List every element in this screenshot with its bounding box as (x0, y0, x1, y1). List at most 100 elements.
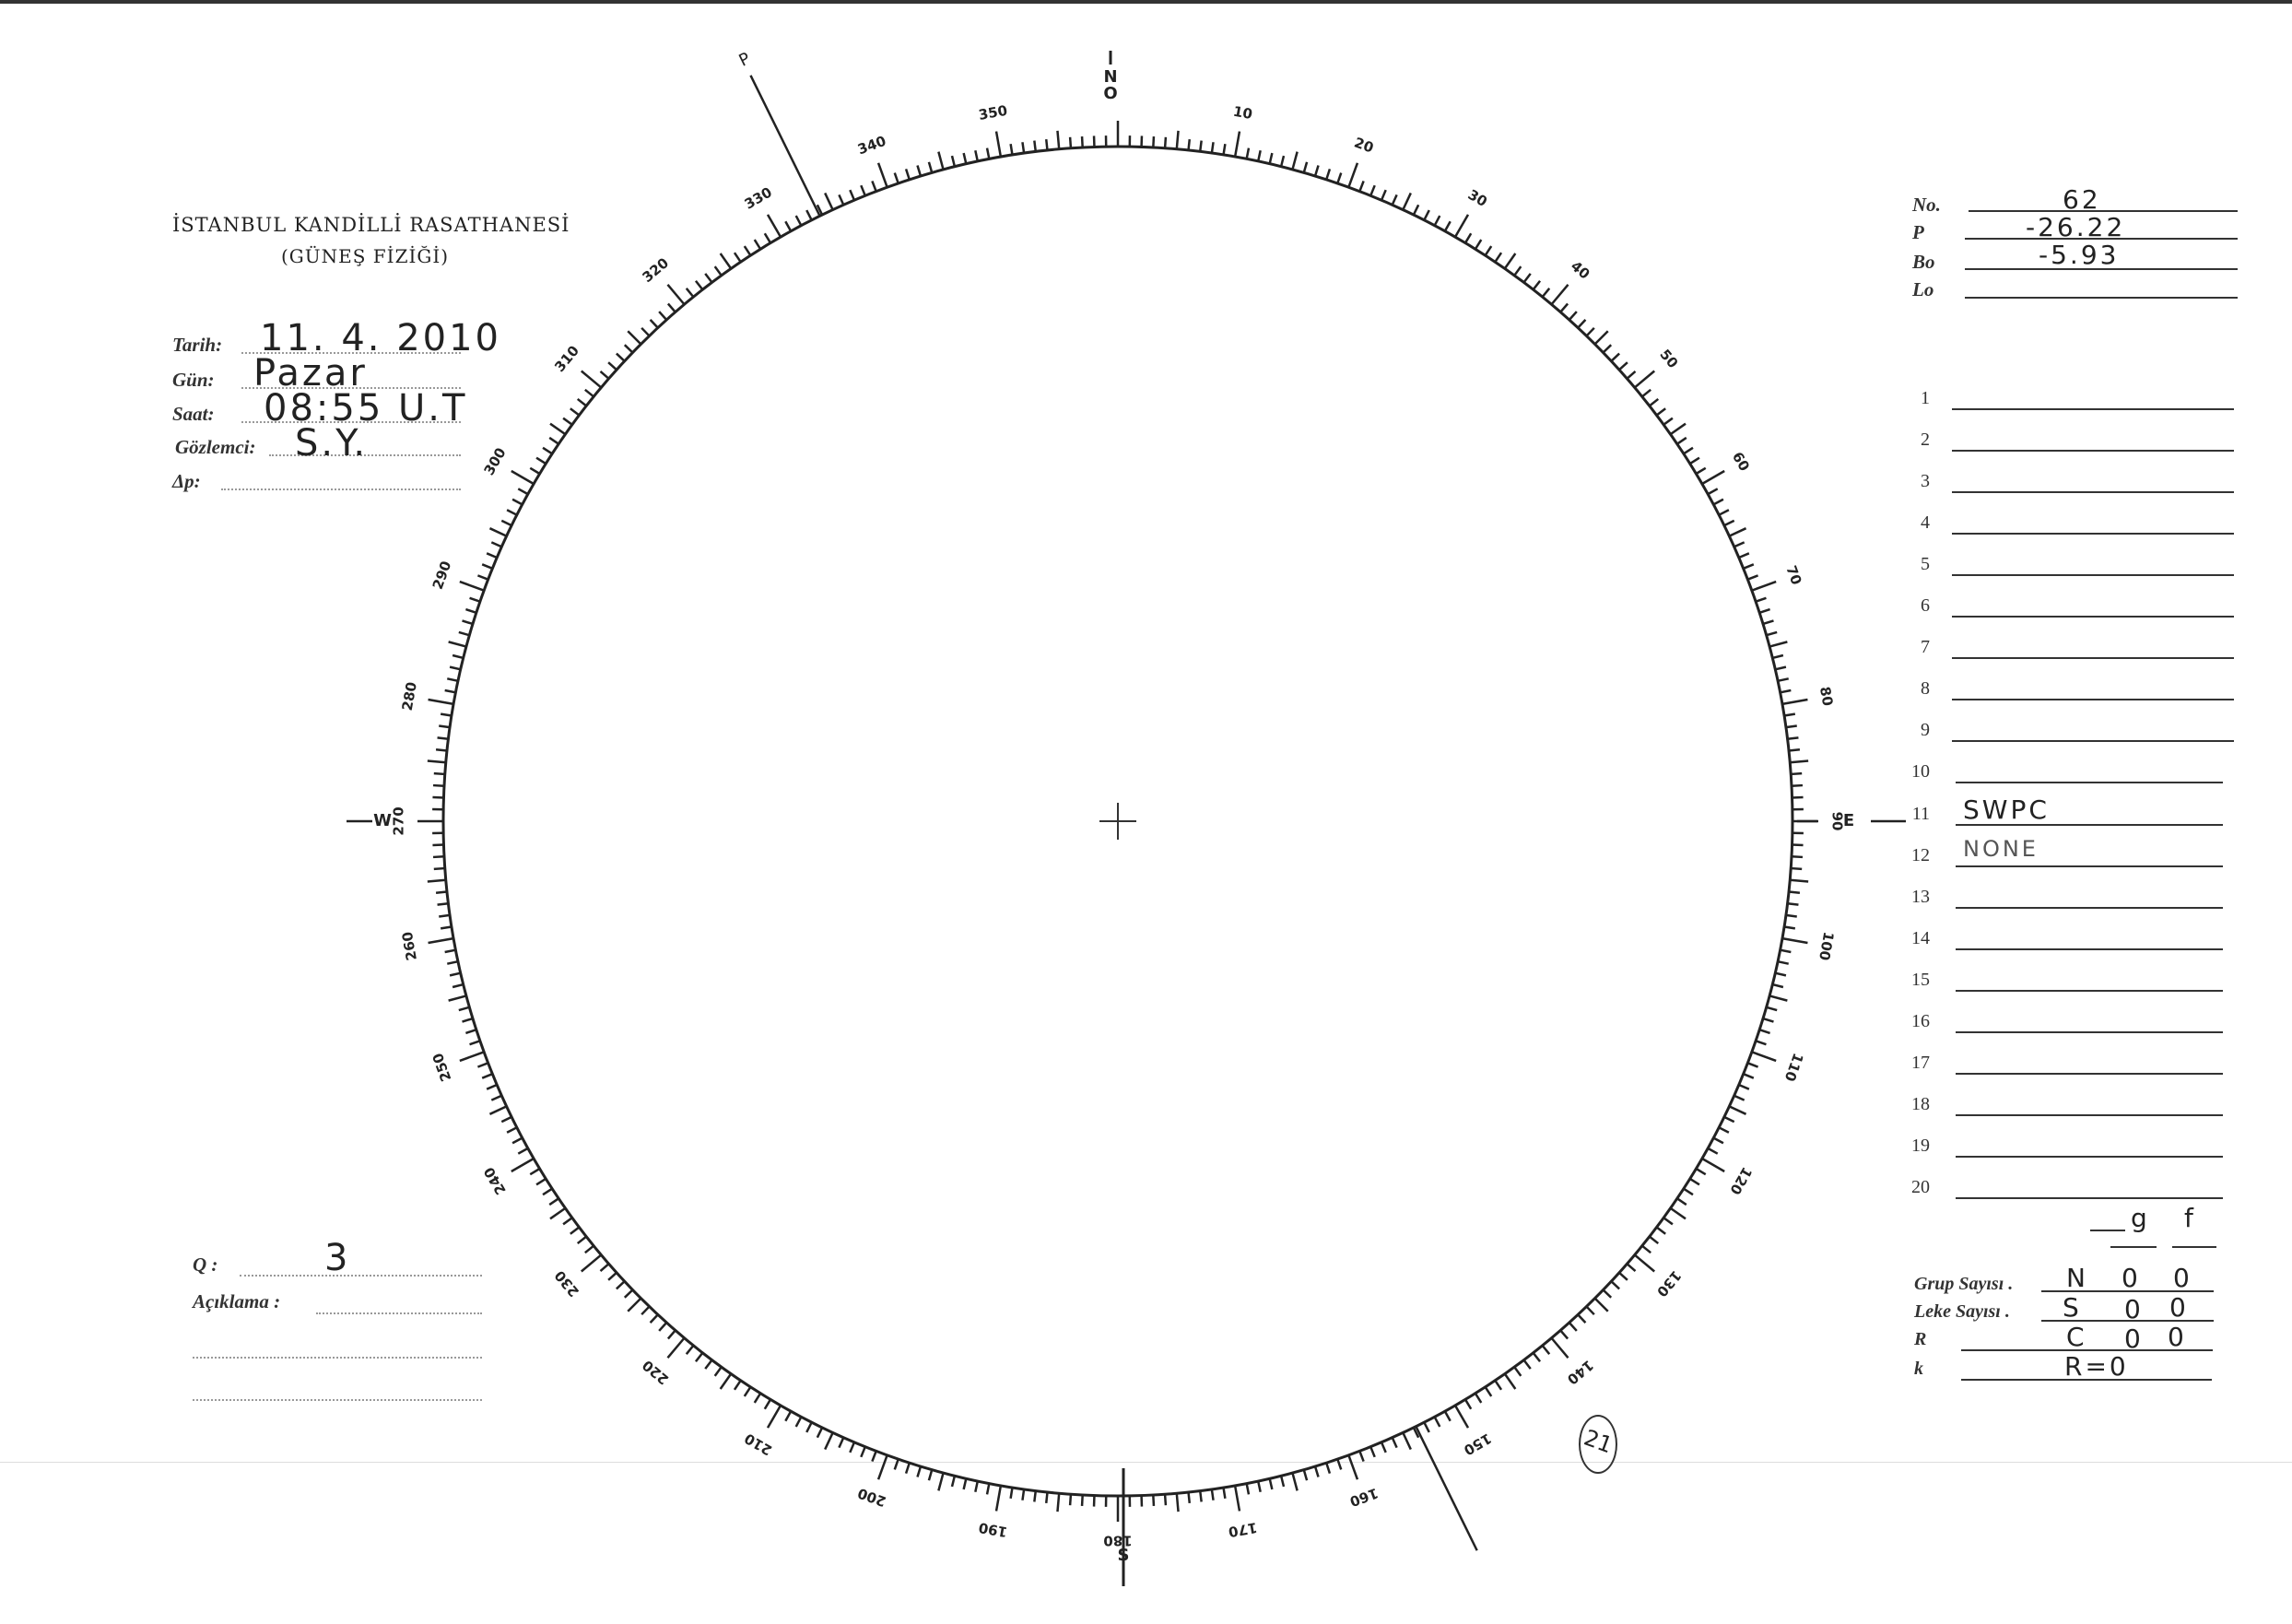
date-value[interactable]: 11. 4. 2010 (260, 317, 502, 359)
g-dash (2090, 1230, 2125, 1231)
notes-line-1 (316, 1312, 482, 1314)
k-value[interactable]: R=0 (2064, 1351, 2129, 1382)
dial-tick (444, 688, 456, 694)
dial-tick (719, 253, 733, 270)
dial-tick (1175, 1493, 1180, 1512)
dial-tick (1626, 370, 1637, 380)
north-label: N (1103, 67, 1117, 87)
row-number: 5 (1921, 554, 1930, 575)
col-f-header: f (2184, 1203, 2196, 1233)
dial-tick (1175, 130, 1180, 149)
group-f-value[interactable]: 0 (2173, 1263, 2192, 1293)
dial-tick (816, 1427, 824, 1439)
dial-tick (1056, 130, 1061, 149)
delta-p-line (221, 488, 461, 490)
day-value[interactable]: Pazar (253, 352, 368, 394)
observer-value[interactable]: S.Y. (295, 422, 369, 465)
dial-tick (1785, 913, 1797, 918)
dial-tick (1256, 149, 1262, 162)
time-value[interactable]: 08:55 U.T (264, 387, 468, 430)
bo-value[interactable]: -5.93 (2039, 240, 2120, 270)
row-value[interactable]: SWPC (1963, 794, 2050, 825)
dial-tick (1443, 220, 1452, 232)
dial-tick (1033, 140, 1038, 152)
spot-g-value[interactable]: 0 (2124, 1294, 2144, 1324)
dial-tick (506, 509, 518, 516)
dial-tick (517, 1147, 529, 1155)
row-line (1952, 699, 2234, 701)
p-label: P (1912, 221, 1924, 243)
dial-tick (1743, 563, 1755, 570)
row-line (1952, 740, 2234, 743)
dial-tick (1728, 1105, 1747, 1115)
row-value[interactable]: NONE (1963, 835, 2039, 862)
lo-line (1965, 297, 2238, 299)
spot-f-value[interactable]: 0 (2169, 1292, 2189, 1323)
dial-tick (1021, 1489, 1026, 1500)
dial-tick (1484, 1386, 1493, 1397)
row-line (1956, 1030, 2223, 1033)
delta-p-label: Δp: (172, 470, 201, 492)
dial-tick (481, 1073, 493, 1079)
dial-degree-label: 310 (551, 343, 582, 376)
dial-tick (1783, 712, 1796, 717)
dial-tick (462, 619, 474, 626)
dial-tick (1689, 1177, 1700, 1186)
dial-tick (763, 1398, 772, 1410)
dial-degree-label: 100 (1816, 931, 1837, 962)
dial-tick (1009, 143, 1014, 156)
row-line (1956, 1155, 2223, 1158)
dial-tick (713, 1366, 723, 1377)
dial-tick (1669, 422, 1687, 436)
dial-tick (871, 1450, 877, 1463)
dial-tick (1758, 607, 1770, 614)
q-value[interactable]: 3 (324, 1237, 351, 1279)
dial-tick (535, 456, 547, 465)
r-g-value[interactable]: 0 (2124, 1324, 2144, 1354)
dial-degree-label: 300 (480, 445, 509, 478)
row-number: 20 (1911, 1176, 1930, 1197)
time-label: Saat: (172, 403, 215, 425)
dial-tick (1245, 147, 1251, 159)
row-line (1956, 1113, 2223, 1116)
dial-tick (962, 1477, 968, 1490)
dial-tick (876, 1454, 888, 1480)
dial-tick (432, 783, 445, 787)
dial-tick (860, 1446, 866, 1458)
row-line (1956, 1072, 2223, 1075)
dial-tick (1701, 1157, 1725, 1173)
group-line (2041, 1290, 2214, 1292)
q-label: Q : (193, 1253, 218, 1276)
dial-tick (488, 527, 508, 537)
dial-tick (1593, 330, 1609, 346)
dial-tick (1210, 142, 1215, 154)
dial-tick (581, 370, 603, 389)
dial-tick (641, 1305, 651, 1316)
lo-label: Lo (1912, 278, 1934, 300)
no-value[interactable]: 62 (2063, 184, 2101, 215)
dial-tick (1769, 994, 1788, 1002)
dial-tick (433, 866, 445, 871)
dial-tick (500, 1115, 512, 1124)
dial-tick (517, 488, 529, 496)
dial-tick (1163, 136, 1168, 148)
dial-tick (576, 1235, 587, 1245)
dial-tick (1336, 172, 1343, 184)
dial-tick (1790, 759, 1809, 764)
dial-tick (1325, 1462, 1332, 1474)
group-g-value[interactable]: 0 (2122, 1263, 2141, 1293)
p-value[interactable]: -26.22 (2026, 212, 2126, 242)
dial-tick (1641, 388, 1651, 398)
dial-tick (469, 1040, 481, 1046)
dial-tick (1787, 901, 1799, 906)
dial-tick (1494, 1380, 1503, 1391)
dial-tick (1233, 1485, 1241, 1512)
dial-tick (694, 1352, 704, 1363)
r-f-value[interactable]: 0 (2168, 1322, 2187, 1352)
dial-tick (753, 1393, 762, 1404)
time-line (241, 421, 461, 423)
dial-tick (1009, 1487, 1014, 1500)
dial-tick (1187, 138, 1192, 151)
dial-tick (1021, 142, 1026, 154)
dial-tick (1423, 1421, 1430, 1433)
